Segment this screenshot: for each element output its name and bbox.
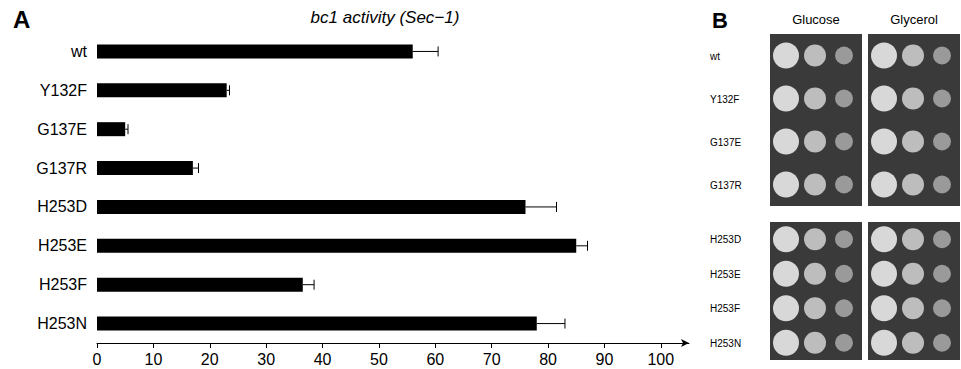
svg-text:20: 20 [201, 351, 219, 368]
svg-text:80: 80 [539, 351, 557, 368]
svg-text:G137E: G137E [710, 137, 741, 148]
svg-text:A: A [13, 6, 30, 33]
svg-text:H253N: H253N [37, 315, 87, 332]
svg-text:G137R: G137R [36, 160, 87, 177]
svg-text:Y132F: Y132F [40, 82, 87, 99]
svg-text:40: 40 [314, 351, 332, 368]
svg-text:G137R: G137R [710, 180, 742, 191]
svg-text:H253E: H253E [38, 237, 87, 254]
svg-text:B: B [712, 8, 728, 33]
svg-text:100: 100 [647, 351, 674, 368]
svg-text:bc1 activity (Sec−1): bc1 activity (Sec−1) [311, 8, 460, 27]
svg-text:wt: wt [709, 51, 720, 62]
svg-text:10: 10 [144, 351, 162, 368]
svg-text:H253N: H253N [710, 338, 741, 349]
svg-text:H253D: H253D [710, 234, 741, 245]
svg-text:wt: wt [70, 43, 88, 60]
svg-text:60: 60 [426, 351, 444, 368]
svg-text:70: 70 [483, 351, 501, 368]
svg-text:H253F: H253F [39, 276, 87, 293]
svg-text:H253E: H253E [710, 269, 741, 280]
svg-text:G137E: G137E [37, 121, 87, 138]
svg-text:0: 0 [93, 351, 102, 368]
svg-text:50: 50 [370, 351, 388, 368]
svg-text:30: 30 [257, 351, 275, 368]
svg-text:H253F: H253F [710, 303, 740, 314]
svg-text:Glucose: Glucose [792, 12, 840, 27]
svg-text:H253D: H253D [37, 198, 87, 215]
svg-text:Glycerol: Glycerol [890, 12, 938, 27]
svg-text:Y132F: Y132F [710, 94, 739, 105]
svg-text:90: 90 [596, 351, 614, 368]
